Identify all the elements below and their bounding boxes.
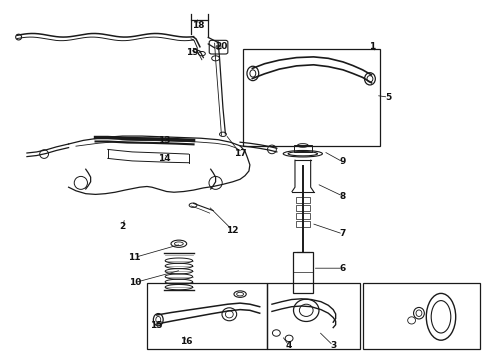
Bar — [296, 213, 310, 219]
Bar — [296, 205, 310, 211]
Text: 19: 19 — [186, 48, 199, 57]
Bar — [147, 283, 267, 349]
Text: 6: 6 — [340, 264, 346, 273]
Text: 2: 2 — [120, 222, 125, 231]
Text: 11: 11 — [128, 253, 141, 262]
Text: 1: 1 — [369, 42, 375, 51]
Text: 17: 17 — [234, 149, 246, 158]
Text: 5: 5 — [386, 93, 392, 102]
Bar — [243, 49, 380, 146]
Text: 16: 16 — [180, 338, 193, 346]
Bar — [267, 283, 360, 349]
Text: 3: 3 — [330, 341, 336, 350]
Text: 20: 20 — [215, 41, 228, 50]
Bar — [296, 197, 310, 203]
Bar — [294, 145, 312, 152]
Text: 4: 4 — [286, 341, 293, 350]
Text: 13: 13 — [158, 136, 171, 145]
Bar — [363, 283, 480, 349]
Text: 9: 9 — [340, 157, 346, 166]
Text: 15: 15 — [149, 321, 162, 330]
Text: 12: 12 — [226, 226, 239, 235]
Text: 18: 18 — [192, 21, 205, 30]
Text: 14: 14 — [158, 154, 171, 163]
Text: 10: 10 — [128, 278, 141, 287]
Bar — [296, 221, 310, 227]
Text: 7: 7 — [340, 230, 346, 239]
Text: 8: 8 — [340, 192, 346, 201]
Bar — [293, 252, 313, 293]
